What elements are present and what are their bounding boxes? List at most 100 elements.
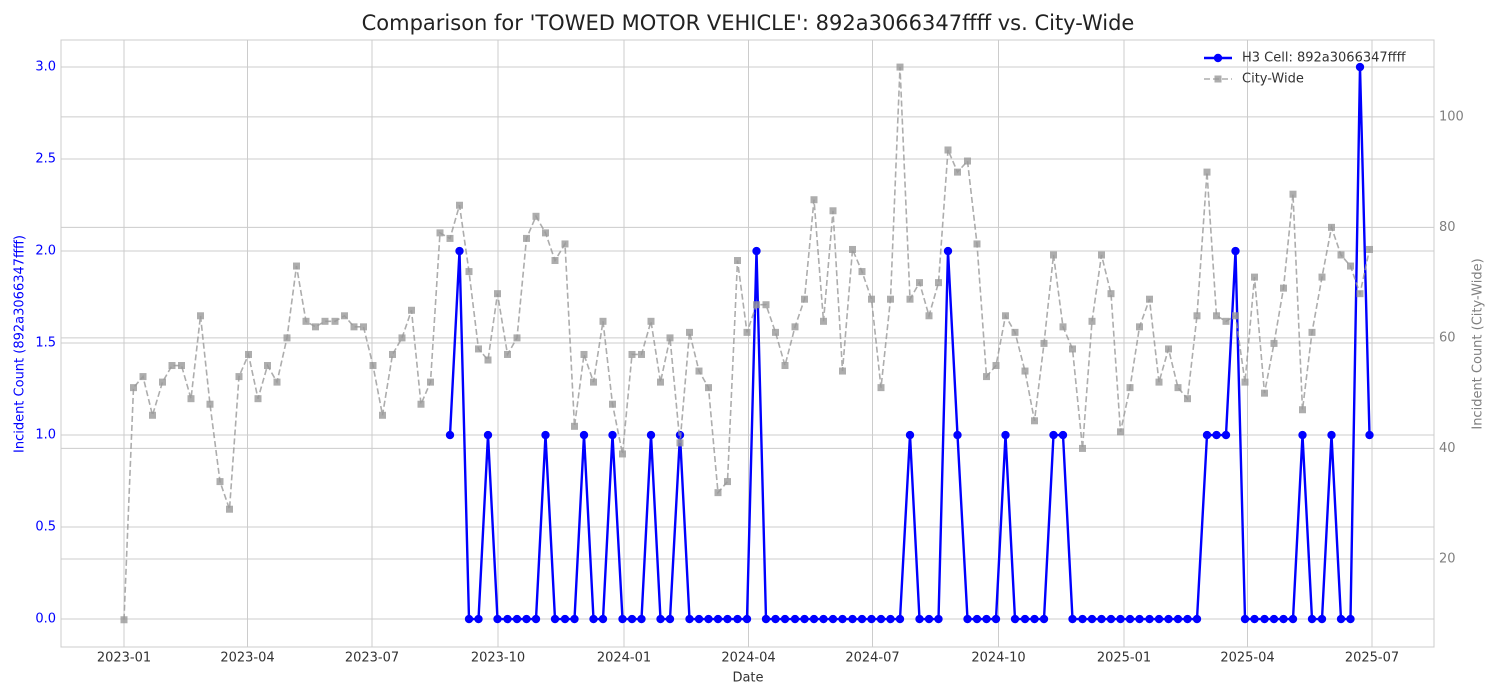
data-point [637,614,646,624]
data-point [273,378,281,386]
data-point [550,614,560,624]
data-point [887,295,894,303]
data-point [953,430,962,440]
data-point [1328,223,1335,231]
data-point [733,614,742,624]
data-point [1125,614,1135,624]
data-point [120,616,128,624]
data-point [790,614,800,624]
data-point [455,246,464,256]
legend-marker [1214,75,1222,83]
data-point [532,212,540,220]
data-point [1135,614,1144,624]
data-point [561,240,569,248]
data-point [149,411,156,419]
data-point [1356,290,1364,298]
data-point [1098,251,1105,259]
data-point [1261,389,1268,397]
data-point [264,362,271,370]
data-point [1327,430,1336,440]
data-point [541,430,550,440]
data-point [714,489,722,497]
data-point [723,614,732,624]
data-point [1193,312,1201,320]
data-point [369,362,377,370]
data-point [1117,428,1124,436]
data-point [924,614,934,624]
data-point [877,384,885,392]
data-point [1097,614,1106,624]
data-point [139,373,147,381]
data-point [943,246,953,256]
data-point [646,430,656,440]
data-point [389,350,396,358]
x-tick-label: 2025-07 [1345,651,1399,666]
data-point [1260,614,1269,624]
data-point [934,614,943,624]
y-tick-label: 3.0 [35,60,56,75]
data-point [1184,395,1191,403]
data-point [1280,284,1287,292]
data-point [954,168,961,176]
data-point [1203,168,1211,176]
data-point [657,378,664,386]
data-point [1318,273,1326,281]
data-point [1307,614,1317,624]
data-point [973,240,981,248]
data-point [570,614,579,624]
data-point [1059,323,1067,331]
data-point [1126,384,1134,392]
data-point [599,317,607,325]
y2-tick-label: 80 [1439,220,1456,235]
y-tick-label: 1.0 [35,428,56,443]
data-point [809,614,819,624]
data-point [963,614,972,624]
legend-label: H3 Cell: 892a3066347ffff [1242,51,1407,66]
data-point [1279,614,1288,624]
data-point [1337,251,1345,259]
data-point [571,422,578,430]
data-point [915,614,924,624]
y-tick-label: 2.0 [35,244,56,259]
data-point [704,614,713,624]
x-axis-label: Date [732,671,763,686]
data-point [1030,614,1039,624]
data-point [944,146,952,154]
data-point [781,362,789,370]
data-point [627,614,637,624]
data-point [465,268,473,276]
y-tick-label: 0.0 [35,612,56,627]
data-point [1087,614,1097,624]
y2-tick-label: 20 [1439,551,1456,566]
data-point [780,614,790,624]
data-point [1174,384,1182,392]
data-point [1145,614,1154,624]
data-point [695,367,703,375]
data-point [1183,614,1192,624]
data-point [761,614,771,624]
data-point [206,400,214,408]
data-point [1058,430,1068,440]
data-point [1250,614,1259,624]
data-point [1155,378,1163,386]
data-point [829,207,837,215]
data-point [972,614,982,624]
data-point [1317,614,1327,624]
plot-frame [60,39,1435,648]
data-point [1021,367,1029,375]
x-tick-label: 2023-07 [345,651,399,666]
data-point [1001,430,1010,440]
data-point [1079,444,1086,452]
data-point [1011,328,1019,336]
data-point [379,411,386,419]
legend-marker [1213,53,1223,63]
data-point [753,301,760,309]
data-point [1270,339,1278,347]
data-point [312,323,319,331]
data-point [398,334,406,342]
data-point [341,312,348,320]
y2-axis-label: Incident Count (City-Wide) [1471,258,1486,429]
y2-tick-label: 40 [1439,441,1456,456]
data-point [848,614,857,624]
